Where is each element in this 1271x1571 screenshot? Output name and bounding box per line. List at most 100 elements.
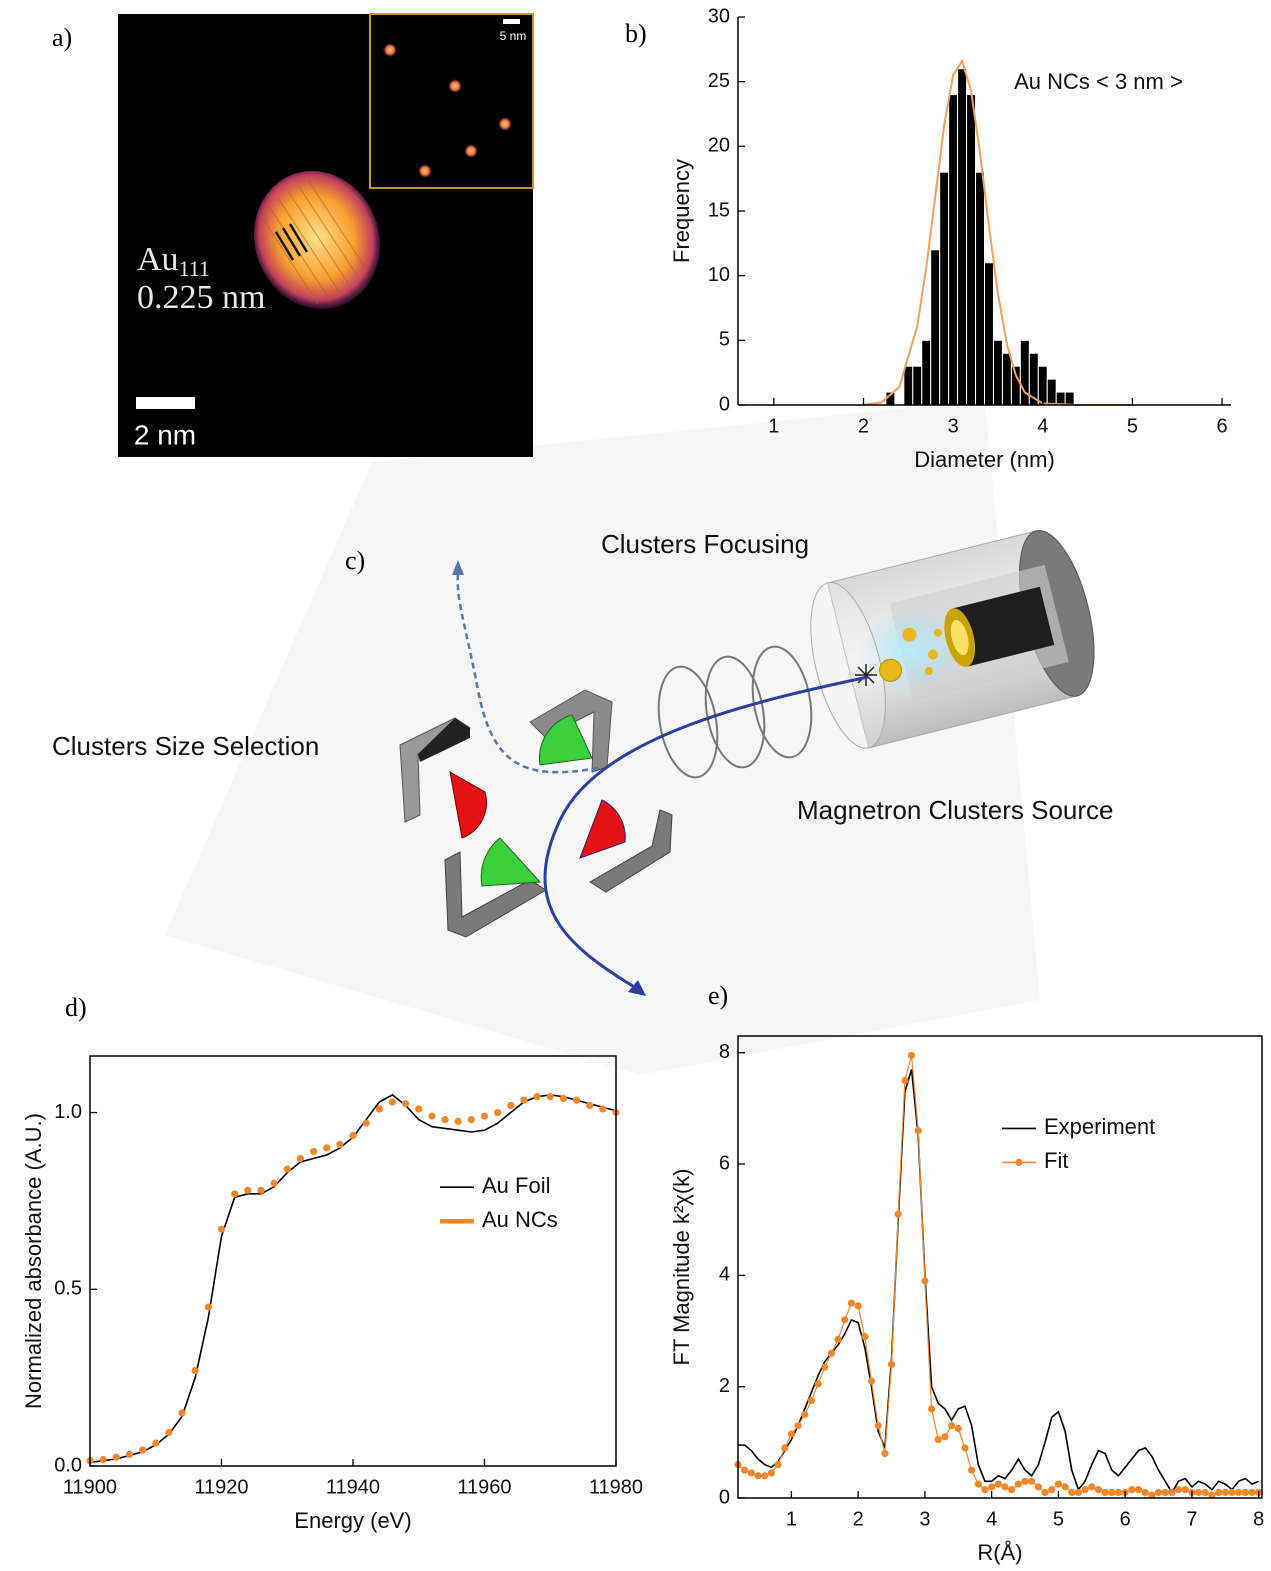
data-point bbox=[908, 1052, 915, 1059]
data-point bbox=[481, 1112, 488, 1119]
data-point bbox=[988, 1483, 995, 1490]
x-tick-label: 11920 bbox=[194, 1476, 248, 1498]
data-point bbox=[794, 1422, 801, 1429]
data-point bbox=[1102, 1489, 1109, 1496]
data-point bbox=[113, 1454, 120, 1461]
data-point bbox=[1162, 1489, 1169, 1496]
data-point bbox=[1235, 1489, 1242, 1496]
y-axis-label: Normalized absorbance (A.U.) bbox=[21, 1113, 46, 1409]
x-tick-label: 6 bbox=[1216, 415, 1227, 437]
legend-label: Experiment bbox=[1044, 1114, 1155, 1139]
data-point bbox=[1028, 1478, 1035, 1485]
data-point bbox=[861, 1333, 868, 1340]
legend-label: Au NCs bbox=[482, 1207, 558, 1232]
data-point bbox=[534, 1093, 541, 1100]
data-point bbox=[389, 1098, 396, 1105]
data-point bbox=[1142, 1489, 1149, 1496]
data-point bbox=[1088, 1483, 1095, 1490]
data-point bbox=[841, 1316, 848, 1323]
data-point bbox=[100, 1456, 107, 1463]
tem-image: 5 nm 2 nm Au111 0.225 nm bbox=[118, 14, 533, 457]
y-tick-label: 20 bbox=[708, 135, 730, 157]
histogram-bar bbox=[940, 172, 949, 405]
data-point bbox=[1222, 1489, 1229, 1496]
histogram-bar bbox=[1056, 392, 1065, 405]
data-point bbox=[586, 1102, 593, 1109]
data-point bbox=[1095, 1486, 1102, 1493]
data-point bbox=[808, 1397, 815, 1404]
histogram-bar bbox=[1047, 379, 1056, 405]
data-point bbox=[547, 1093, 554, 1100]
x-axis-label: Energy (eV) bbox=[294, 1508, 411, 1533]
data-point bbox=[1195, 1489, 1202, 1496]
data-point bbox=[828, 1350, 835, 1357]
data-point bbox=[774, 1461, 781, 1468]
data-point bbox=[310, 1148, 317, 1155]
data-point bbox=[244, 1187, 251, 1194]
data-point bbox=[1135, 1486, 1142, 1493]
legend-swatch bbox=[1015, 1159, 1022, 1166]
x-tick-label: 11900 bbox=[63, 1476, 117, 1498]
histogram-bar bbox=[904, 366, 913, 405]
data-point bbox=[520, 1097, 527, 1104]
series-line bbox=[738, 1069, 1259, 1492]
panel-label: b) bbox=[625, 19, 647, 48]
y-axis-label: Frequency bbox=[669, 159, 694, 263]
data-point bbox=[875, 1422, 882, 1429]
data-point bbox=[1175, 1486, 1182, 1493]
x-tick-label: 11960 bbox=[457, 1476, 511, 1498]
data-point bbox=[768, 1469, 775, 1476]
data-point bbox=[955, 1425, 962, 1432]
y-tick-label: 0 bbox=[719, 1486, 730, 1508]
diagram-label: Clusters Focusing bbox=[601, 529, 809, 559]
data-point bbox=[961, 1444, 968, 1451]
data-point bbox=[507, 1102, 514, 1109]
element: Au bbox=[137, 241, 179, 278]
y-tick-label: 15 bbox=[708, 199, 730, 221]
x-tick-label: 1 bbox=[786, 1508, 797, 1530]
y-tick-label: 10 bbox=[708, 264, 730, 286]
data-point bbox=[1228, 1489, 1235, 1496]
data-point bbox=[455, 1118, 462, 1125]
data-point bbox=[888, 1361, 895, 1368]
x-tick-label: 7 bbox=[1186, 1508, 1197, 1530]
histogram-bar bbox=[931, 250, 940, 405]
histogram-bar bbox=[949, 95, 958, 405]
data-point bbox=[835, 1336, 842, 1343]
data-point bbox=[323, 1144, 330, 1151]
data-point bbox=[376, 1105, 383, 1112]
y-tick-label: 25 bbox=[708, 70, 730, 92]
data-point bbox=[868, 1378, 875, 1385]
histogram-bar bbox=[958, 69, 967, 405]
diagram-label: Clusters Size Selection bbox=[52, 731, 319, 761]
data-point bbox=[1041, 1489, 1048, 1496]
data-point bbox=[995, 1480, 1002, 1487]
plot-frame bbox=[738, 1036, 1262, 1498]
data-point bbox=[1242, 1489, 1249, 1496]
data-point bbox=[428, 1112, 435, 1119]
plot-frame bbox=[90, 1056, 616, 1466]
data-point bbox=[935, 1436, 942, 1443]
data-point bbox=[748, 1469, 755, 1476]
panel-label: d) bbox=[65, 993, 87, 1022]
data-point bbox=[1015, 1480, 1022, 1487]
data-point bbox=[941, 1433, 948, 1440]
data-point bbox=[441, 1116, 448, 1123]
data-point bbox=[560, 1095, 567, 1102]
series-line bbox=[738, 1055, 1259, 1495]
y-tick-label: 0 bbox=[719, 393, 730, 415]
diagram-label: Magnetron Clusters Source bbox=[797, 795, 1113, 825]
data-point bbox=[205, 1303, 212, 1310]
y-tick-label: 4 bbox=[719, 1264, 730, 1286]
data-point bbox=[848, 1300, 855, 1307]
histogram-bar bbox=[922, 340, 931, 405]
data-point bbox=[599, 1105, 606, 1112]
data-point bbox=[1021, 1478, 1028, 1485]
data-point bbox=[928, 1405, 935, 1412]
data-point bbox=[1061, 1483, 1068, 1490]
y-tick-label: 2 bbox=[719, 1375, 730, 1397]
data-point bbox=[257, 1187, 264, 1194]
data-point bbox=[761, 1472, 768, 1479]
x-tick-label: 1 bbox=[768, 415, 779, 437]
data-point bbox=[178, 1409, 185, 1416]
